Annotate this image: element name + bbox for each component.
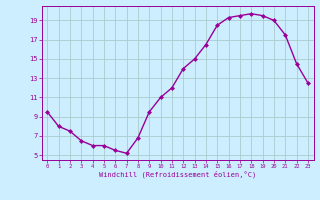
X-axis label: Windchill (Refroidissement éolien,°C): Windchill (Refroidissement éolien,°C) (99, 171, 256, 178)
